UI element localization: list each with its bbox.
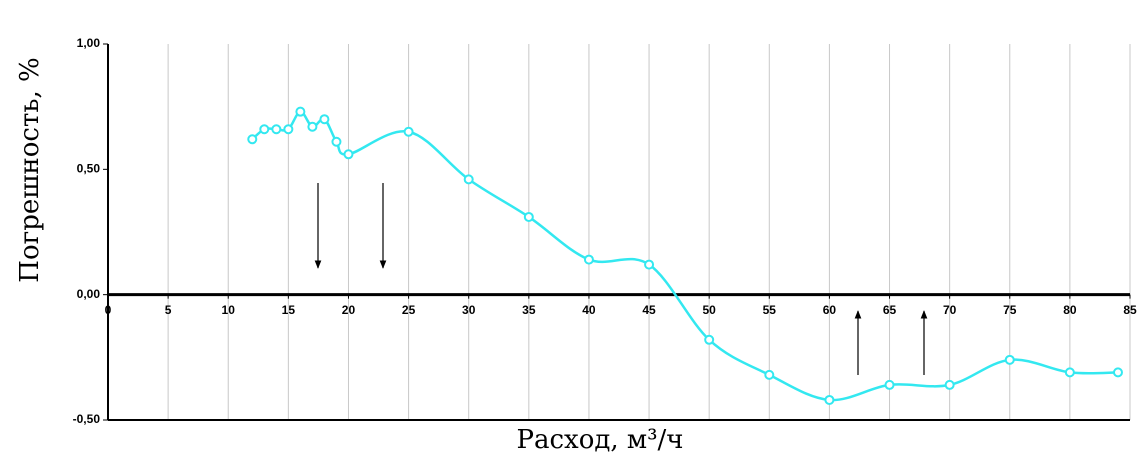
x-tick-label: 60	[823, 303, 837, 317]
x-tick-label: 85	[1123, 303, 1137, 317]
data-point	[403, 126, 414, 137]
data-line	[251, 110, 1118, 402]
data-point	[259, 124, 270, 135]
x-tick-label: 35	[522, 303, 536, 317]
x-tick-label: 5	[165, 303, 172, 317]
y-axis-title: Погрешность, %	[15, 57, 45, 282]
x-tick-label: 45	[642, 303, 656, 317]
data-point	[1112, 367, 1123, 378]
x-tick-label: 20	[342, 303, 356, 317]
x-tick-label: 10	[222, 303, 236, 317]
x-tick-label: 80	[1063, 303, 1077, 317]
data-point	[331, 136, 342, 147]
data-point	[944, 379, 955, 390]
data-point	[283, 124, 294, 135]
grid	[167, 44, 1131, 420]
data-point	[295, 106, 306, 117]
data-point	[463, 174, 474, 185]
x-tick-label: 40	[582, 303, 596, 317]
data-point	[319, 114, 330, 125]
x-tick-label: 70	[943, 303, 957, 317]
y-tick-label: 0,50	[77, 162, 101, 176]
data-point	[884, 379, 895, 390]
y-tick-label: 0,00	[77, 287, 101, 301]
data-point	[343, 149, 354, 160]
y-tick-label: -0,50	[73, 412, 101, 426]
x-tick-label: 65	[883, 303, 897, 317]
x-tick-label: 25	[402, 303, 416, 317]
x-tick-label: 0	[105, 303, 112, 317]
data-point	[307, 121, 318, 132]
data-point	[764, 369, 775, 380]
x-tick-label: 55	[763, 303, 777, 317]
y-tick-label: 1,00	[77, 36, 101, 50]
x-tick-label: 50	[702, 303, 716, 317]
data-point	[824, 394, 835, 405]
x-tick-label: 15	[282, 303, 296, 317]
data-point	[1064, 367, 1075, 378]
data-point	[1004, 354, 1015, 365]
data-point	[704, 334, 715, 345]
data-point	[644, 259, 655, 270]
data-point	[247, 134, 258, 145]
x-tick-label: 30	[462, 303, 476, 317]
x-axis-title: Расход, м³/ч	[516, 425, 683, 455]
data-point	[583, 254, 594, 265]
x-tick-label: 75	[1003, 303, 1017, 317]
data-point	[523, 211, 534, 222]
annotation-arrows	[314, 183, 928, 375]
data-point	[271, 124, 282, 135]
